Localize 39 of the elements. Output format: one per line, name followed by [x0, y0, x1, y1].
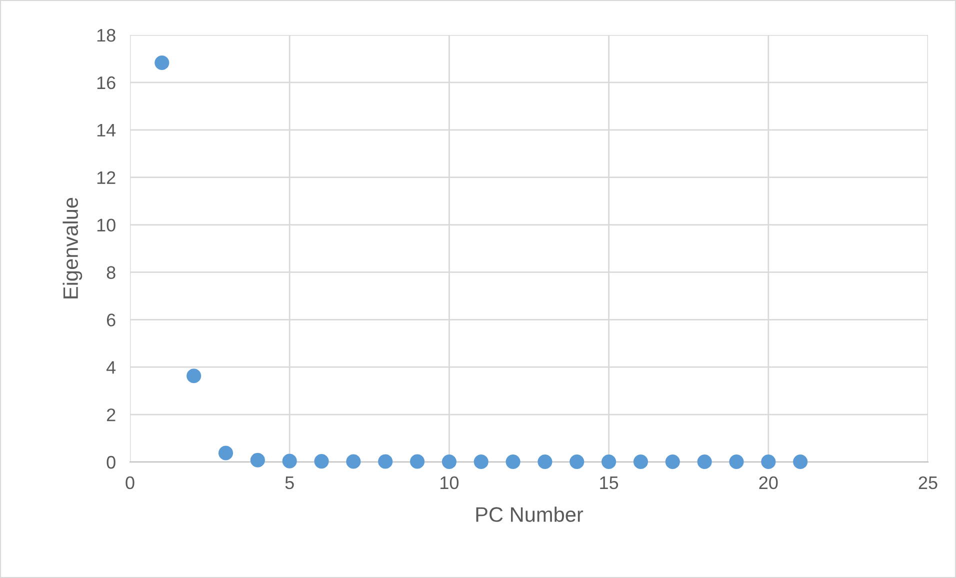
y-tick-label: 12 — [97, 171, 116, 184]
point — [154, 55, 170, 70]
x-tick-label: 15 — [600, 476, 618, 490]
point — [474, 454, 488, 470]
x-tick-label: 20 — [759, 476, 778, 490]
x-tick-label: 25 — [918, 476, 938, 490]
point — [346, 454, 361, 469]
y-tick-label: 14 — [97, 124, 116, 136]
point — [602, 454, 616, 470]
x-axis-title: PC Number — [476, 506, 584, 522]
point — [793, 454, 808, 470]
y-axis-title: Eigenvalue — [62, 198, 82, 298]
point — [633, 454, 648, 470]
y-tick-label: 18 — [97, 28, 116, 42]
point — [697, 454, 712, 470]
point — [665, 454, 680, 470]
point — [186, 368, 202, 384]
y-tick-label: 8 — [106, 266, 116, 279]
point — [410, 454, 425, 469]
y-tick-label: 2 — [106, 408, 116, 422]
y-tick-label: 10 — [97, 218, 116, 232]
x-tick-label: 0 — [126, 476, 134, 490]
point — [378, 454, 393, 469]
x-tick-label: 5 — [285, 476, 294, 490]
y-tick-label: 6 — [106, 314, 116, 326]
point — [538, 454, 552, 470]
point — [218, 446, 234, 460]
point — [442, 454, 456, 470]
y-tick-label: 16 — [97, 76, 116, 90]
point — [570, 454, 584, 470]
point — [506, 454, 520, 470]
point — [314, 454, 329, 469]
y-tick-label: 0 — [106, 456, 116, 469]
point — [282, 454, 297, 468]
point — [729, 454, 744, 470]
y-tick-label: 4 — [106, 361, 116, 374]
point — [250, 452, 265, 468]
point — [761, 454, 776, 470]
x-tick-label: 10 — [440, 476, 459, 490]
